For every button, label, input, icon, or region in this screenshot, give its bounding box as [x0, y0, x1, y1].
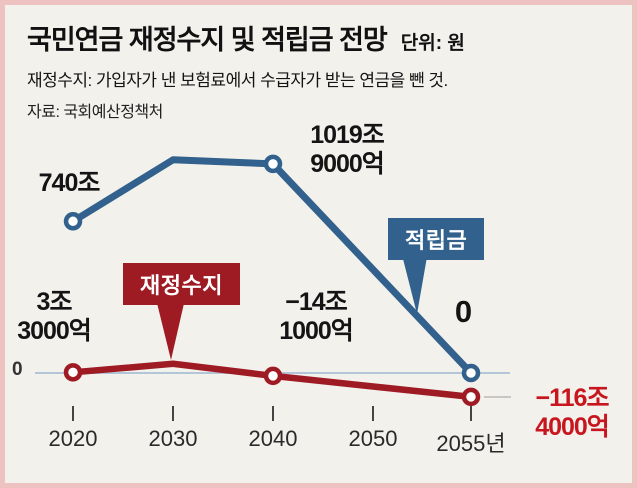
reserve-point-2020 — [63, 212, 83, 231]
x-axis-label-2040: 2040 — [248, 426, 298, 451]
balance-2020-value-line2: 3000억 — [17, 317, 92, 345]
balance-point-2055 — [461, 387, 481, 407]
reserve-2020-value-label: 740조 — [38, 169, 101, 197]
reserve-2040-value-line2: 9000억 — [310, 150, 385, 178]
x-axis-label-2050: 2050 — [348, 426, 398, 451]
reserve-point-2055 — [461, 363, 481, 383]
balance-2020-value-line1: 3조 — [36, 288, 73, 316]
unit-label: 단위: 원 — [400, 33, 465, 54]
balance-point-2020 — [63, 363, 83, 382]
subtitle: 재정수지: 가입자가 낸 보험료에서 수급자가 받는 연금을 뺀 것. — [27, 71, 448, 90]
source-label: 자료: 국회예산정책처 — [27, 104, 163, 121]
reserve-2040-value-line1: 1019조 — [310, 121, 385, 149]
x-axis-label-2030: 2030 — [148, 426, 198, 451]
balance-2055-value-line1: −116조 — [535, 384, 610, 412]
line-chart — [35, 154, 511, 421]
balance-2040-value-label: −14조 1000억 — [255, 288, 377, 346]
balance-2055-value-label: −116조 4000억 — [509, 384, 632, 442]
balance-callout-pointer-icon — [156, 299, 185, 360]
zero-axis-label: 0 — [12, 359, 23, 380]
balance-2040-value-line1: −14조 — [285, 288, 347, 316]
reserve-2040-value-label: 1019조 9000억 — [285, 121, 409, 179]
balance-2020-value-label: 3조 3000억 — [5, 288, 103, 346]
chart-header: 국민연금 재정수지 및 적립금 전망 단위: 원 재정수지: 가입자가 낸 보험… — [5, 5, 632, 122]
balance-series-badge: 재정수지 — [123, 263, 240, 305]
x-axis-label-2055: 2055년 — [436, 431, 506, 456]
reserve-series-badge: 적립금 — [388, 218, 485, 260]
reserve-2055-value-label: 0 — [454, 294, 472, 329]
balance-2040-value-line2: 1000억 — [279, 317, 354, 345]
reserve-line — [69, 156, 475, 377]
reserve-point-2040 — [263, 154, 283, 174]
page-title: 국민연금 재정수지 및 적립금 전망 — [27, 25, 388, 55]
balance-point-2040 — [263, 366, 283, 386]
title-row: 국민연금 재정수지 및 적립금 전망 단위: 원 — [27, 18, 612, 57]
x-axis-label-2020: 2020 — [48, 426, 98, 451]
reserve-callout-pointer-icon — [401, 251, 428, 314]
balance-2055-value-line2: 4000억 — [535, 413, 610, 441]
balance-line — [69, 360, 475, 401]
